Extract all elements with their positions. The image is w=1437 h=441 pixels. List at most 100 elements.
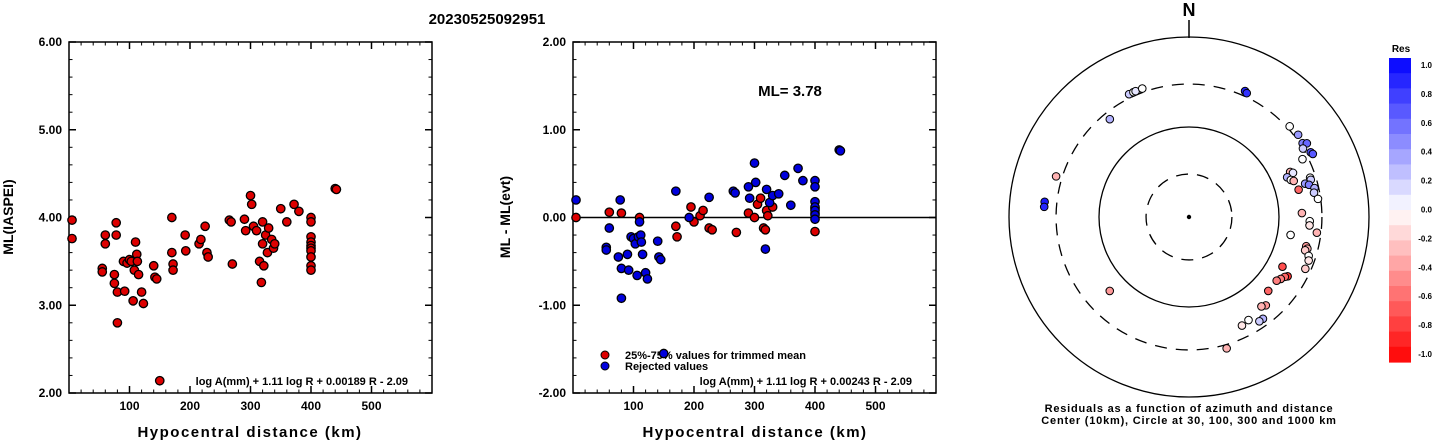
x-tick-label: 200 <box>180 399 200 413</box>
colorbar-block <box>1389 194 1411 211</box>
data-point <box>655 254 666 265</box>
station-residual-point <box>1039 202 1049 212</box>
data-point <box>773 188 784 199</box>
data-point <box>686 202 696 212</box>
station-residual-point <box>1051 172 1061 181</box>
legend-marker-trimmed <box>600 350 610 360</box>
x-tick-label: 200 <box>684 399 704 413</box>
distance-ring <box>1055 83 1323 351</box>
x-tick-label: 500 <box>865 399 885 413</box>
data-point <box>138 298 149 309</box>
data-point <box>239 214 250 225</box>
data-point <box>251 225 262 236</box>
y-tick-label: 2.00 <box>39 386 63 400</box>
data-point <box>269 238 280 249</box>
center-dot <box>1186 214 1192 220</box>
colorbar-tick-label: 0.2 <box>1421 177 1433 186</box>
data-point <box>167 212 177 223</box>
colorbar-title: Res <box>1392 44 1411 55</box>
data-point <box>109 278 120 289</box>
data-point <box>750 177 761 188</box>
station-residual-point <box>1289 176 1299 186</box>
data-point <box>227 259 238 269</box>
data-point <box>622 249 633 260</box>
colorbar-tick-label: -0.8 <box>1418 321 1432 330</box>
data-point <box>601 245 612 255</box>
x-tick-label: 400 <box>805 399 825 413</box>
colorbar-block <box>1389 179 1411 196</box>
station-residual-point <box>1237 321 1247 330</box>
data-point <box>112 317 123 328</box>
station-residual-point <box>1137 84 1147 93</box>
station-residual-point <box>1285 122 1294 131</box>
data-point <box>798 175 808 186</box>
data-point <box>258 260 269 271</box>
y-tick-label: -2.00 <box>539 386 567 400</box>
station-residual-point <box>1304 256 1313 265</box>
magnitude-vs-distance-chart: ML(IASPEI) Hypocentral distance (km) log… <box>0 35 433 441</box>
data-point <box>168 265 178 275</box>
colorbar-block <box>1389 286 1411 302</box>
station-residual-point <box>1309 188 1319 198</box>
data-point <box>263 223 274 233</box>
data-point <box>707 224 718 235</box>
x-tick-label: 500 <box>361 399 381 413</box>
station-residual-point <box>1263 286 1273 296</box>
data-point <box>67 233 77 244</box>
y-tick-label: 1.00 <box>543 123 567 137</box>
north-label: N <box>1183 0 1196 20</box>
station-residual-point <box>1308 149 1318 159</box>
station-residual-point <box>1298 154 1307 164</box>
data-point <box>731 227 742 238</box>
colorbar-block <box>1389 134 1411 150</box>
data-point <box>97 267 108 277</box>
colorbar-block <box>1389 210 1411 226</box>
data-point <box>100 230 111 240</box>
data-point <box>196 234 206 245</box>
data-point <box>615 195 626 205</box>
colorbar-block <box>1389 149 1411 165</box>
residual-azimuth-polar-plot: N Residuals as a function of azimuth and… <box>1008 0 1370 427</box>
data-point <box>203 252 213 262</box>
event-title: 20230525092951 <box>429 11 546 28</box>
data-point <box>810 214 820 225</box>
distance-ring <box>1098 126 1280 308</box>
station-residual-point <box>1257 302 1266 311</box>
station-residual-point <box>1286 230 1295 240</box>
data-point <box>634 217 645 227</box>
data-point <box>132 256 143 267</box>
station-residual-point <box>1255 317 1264 326</box>
colorbar-tick-label: 0.8 <box>1421 90 1433 99</box>
data-point <box>749 158 760 168</box>
data-point <box>755 193 766 204</box>
data-point <box>636 237 647 247</box>
data-point <box>154 375 165 386</box>
y-tick-label: -1.00 <box>539 298 567 312</box>
data-point <box>167 247 177 258</box>
data-point <box>151 274 162 284</box>
station-residual-point <box>1222 344 1231 353</box>
data-point <box>642 274 653 284</box>
data-point <box>100 238 111 249</box>
data-point <box>749 212 760 223</box>
data-point <box>632 270 642 281</box>
colorbar-block <box>1389 118 1411 135</box>
x-tick-label: 100 <box>119 399 139 413</box>
data-point <box>698 205 708 216</box>
station-residual-point <box>1298 144 1308 153</box>
data-point <box>744 193 755 204</box>
data-point <box>623 265 634 275</box>
data-point <box>67 215 77 225</box>
data-point <box>306 265 316 275</box>
station-residual-point <box>1278 262 1287 271</box>
x-tick-label: 400 <box>301 399 321 413</box>
residual-vs-distance-chart: ML - ML(evt) Hypocentral distance (km) M… <box>497 35 937 441</box>
data-point <box>604 207 615 218</box>
y-tick-label: 2.00 <box>543 35 567 49</box>
data-point <box>730 188 740 198</box>
formula-label: log A(mm) + 1.11 log R + 0.00189 R - 2.0… <box>196 376 408 388</box>
data-point <box>111 230 122 240</box>
colorbar-block <box>1389 270 1411 287</box>
data-point <box>257 238 268 249</box>
colorbar-tick-label: 0.4 <box>1421 148 1433 157</box>
